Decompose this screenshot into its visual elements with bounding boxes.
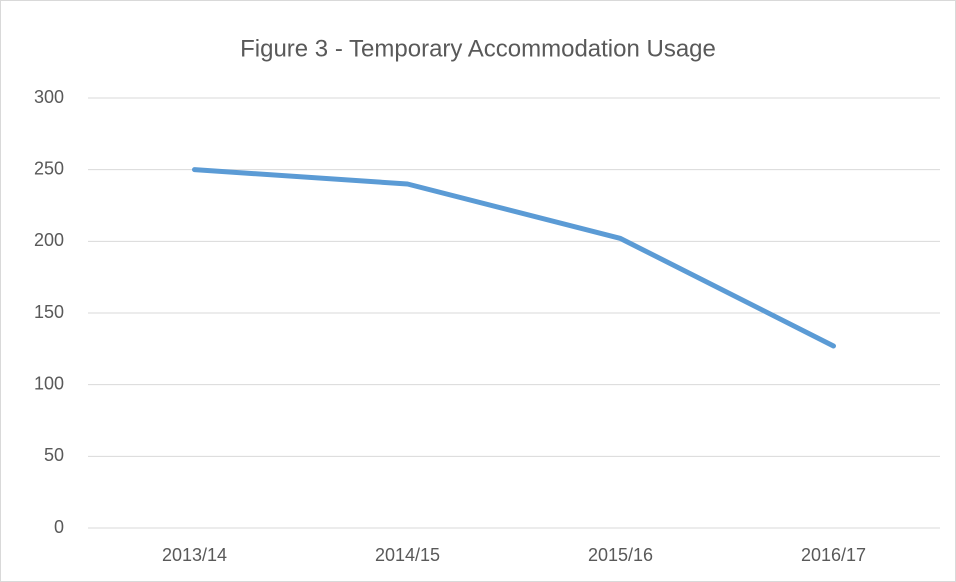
x-tick-label: 2015/16: [588, 545, 653, 565]
y-tick-label: 250: [34, 158, 64, 178]
x-tick-label: 2013/14: [162, 545, 227, 565]
y-tick-label: 100: [34, 373, 64, 393]
x-tick-label: 2016/17: [801, 545, 866, 565]
y-tick-label: 50: [44, 445, 64, 465]
x-tick-label: 2014/15: [375, 545, 440, 565]
chart-title: Figure 3 - Temporary Accommodation Usage: [240, 35, 716, 62]
y-tick-label: 300: [34, 87, 64, 107]
data-line: [192, 167, 836, 349]
y-tick-label: 200: [34, 230, 64, 250]
y-tick-label: 0: [54, 517, 64, 537]
y-tick-label: 150: [34, 302, 64, 322]
